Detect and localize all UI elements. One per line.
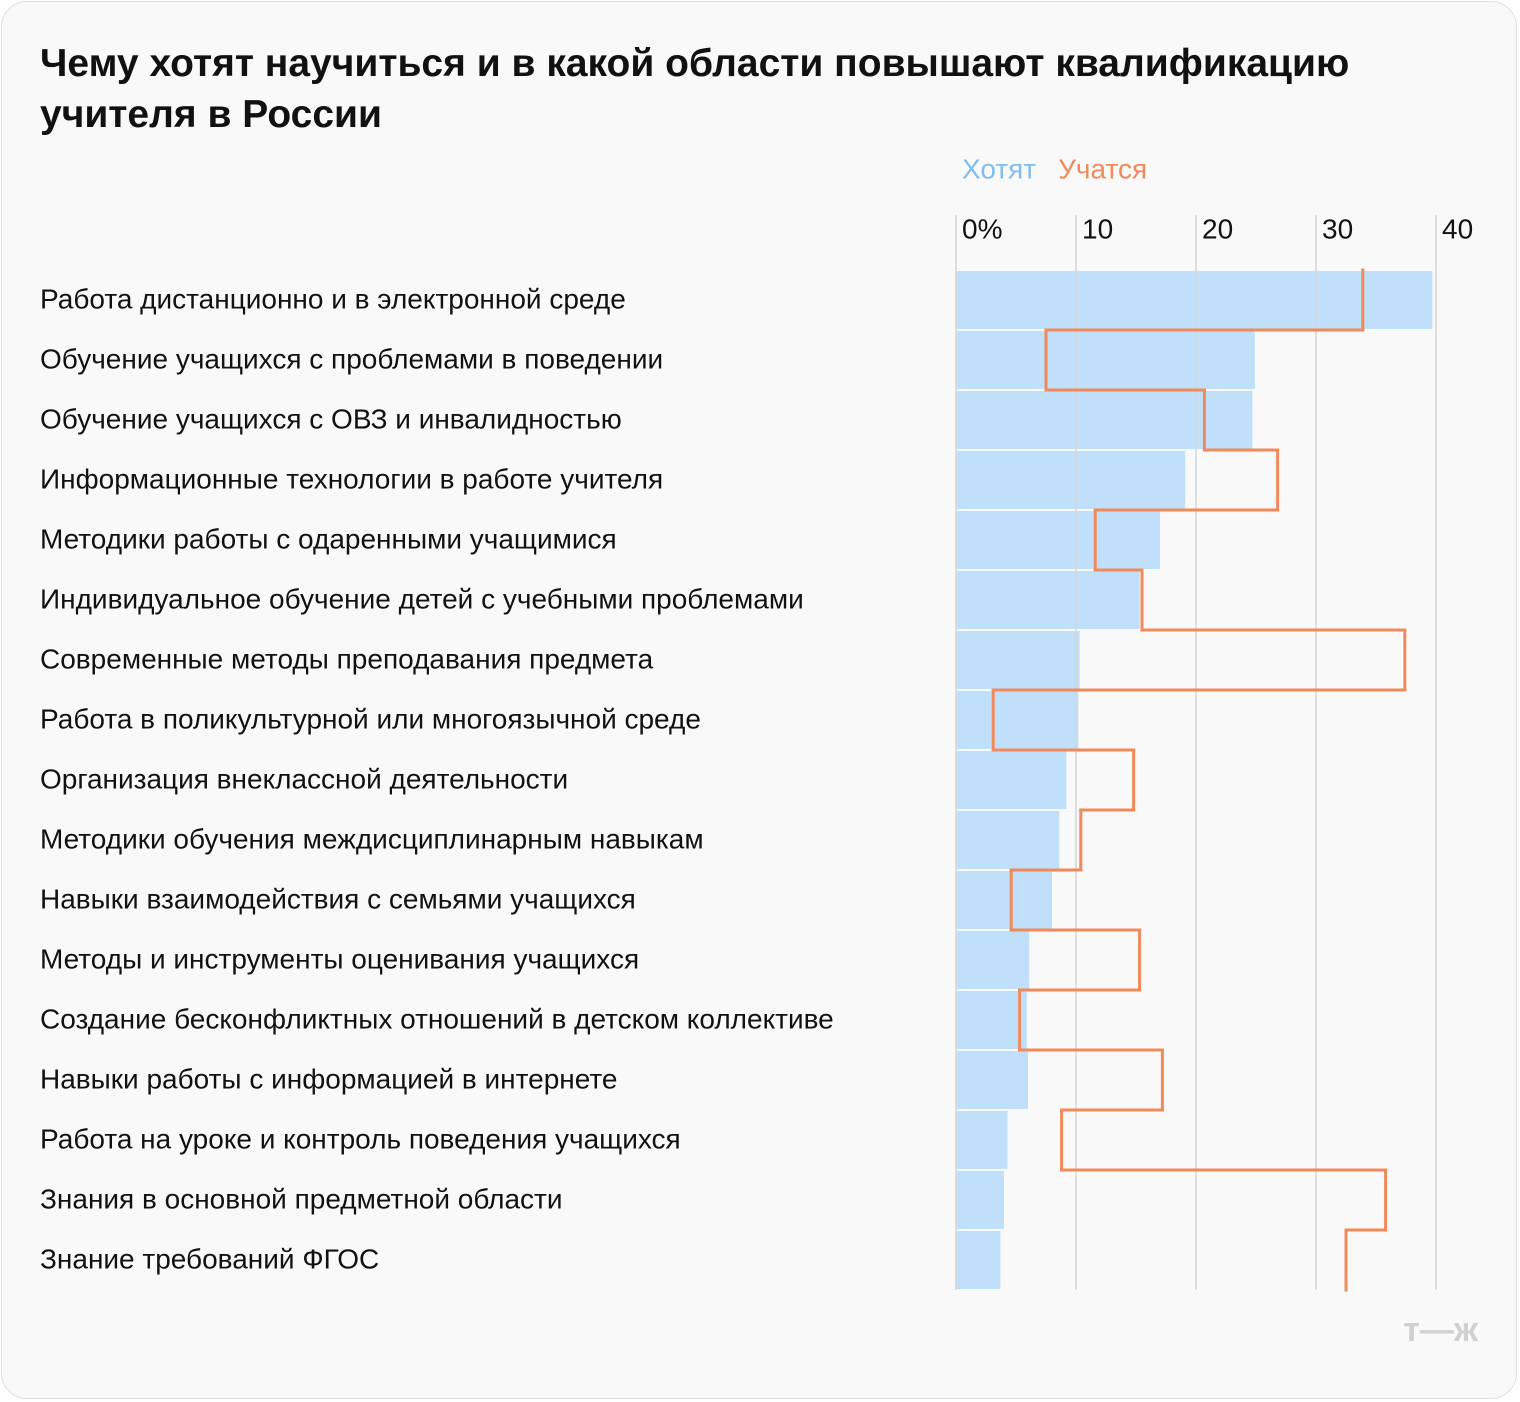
bar — [956, 271, 1433, 329]
y-tick-label: Организация внеклассной деятельности — [40, 763, 568, 794]
y-tick-label: Создание бесконфликтных отношений в детс… — [40, 1003, 834, 1034]
bar — [956, 871, 1052, 929]
y-tick-label: Методики работы с одаренными учащимися — [40, 523, 617, 554]
bar — [956, 391, 1253, 449]
y-tick-label: Знания в основной предметной области — [40, 1183, 563, 1214]
y-tick-label: Работа на уроке и контроль поведения уча… — [40, 1123, 681, 1154]
y-tick-label: Методики обучения междисциплинарным навы… — [40, 823, 704, 854]
bar — [956, 451, 1186, 509]
y-tick-label: Современные методы преподавания предмета — [40, 643, 654, 674]
y-tick-label: Навыки работы с информацией в интернете — [40, 1063, 618, 1094]
bar — [956, 751, 1067, 809]
bar — [956, 331, 1255, 389]
y-tick-label: Навыки взаимодействия с семьями учащихся — [40, 883, 636, 914]
bar — [956, 1171, 1004, 1229]
bar — [956, 1111, 1008, 1169]
y-tick-label: Обучение учащихся с проблемами в поведен… — [40, 343, 663, 374]
x-tick-label: 30 — [1322, 213, 1353, 244]
bar — [956, 631, 1080, 689]
x-tick-label: 10 — [1082, 213, 1113, 244]
bar — [956, 511, 1160, 569]
y-tick-label: Методы и инструменты оценивания учащихся — [40, 943, 639, 974]
bar — [956, 991, 1027, 1049]
legend-label: Хотят — [962, 153, 1036, 184]
bar — [956, 931, 1030, 989]
legend-label: Учатся — [1058, 153, 1147, 184]
x-tick-label: 0% — [962, 213, 1002, 244]
y-tick-label: Информационные технологии в работе учите… — [40, 463, 663, 494]
logo: т—ж — [1403, 1311, 1479, 1349]
y-tick-label: Знание требований ФГОС — [40, 1243, 379, 1274]
bar — [956, 811, 1060, 869]
x-tick-label: 20 — [1202, 213, 1233, 244]
x-tick-label: 40 — [1442, 213, 1473, 244]
y-tick-label: Работа дистанционно и в электронной сред… — [40, 283, 626, 314]
chart-title: Чему хотят научиться и в какой области п… — [40, 42, 1350, 136]
y-tick-label: Работа в поликультурной или многоязычной… — [40, 703, 701, 734]
bar — [956, 571, 1140, 629]
bar — [956, 1231, 1001, 1289]
bar — [956, 1051, 1028, 1109]
y-tick-label: Индивидуальное обучение детей с учебными… — [40, 583, 804, 614]
bar — [956, 691, 1079, 749]
y-tick-label: Обучение учащихся с ОВЗ и инвалидностью — [40, 403, 622, 434]
